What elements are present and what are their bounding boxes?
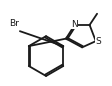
Text: N: N bbox=[71, 20, 78, 29]
Text: S: S bbox=[95, 37, 101, 46]
Text: Br: Br bbox=[9, 19, 19, 28]
